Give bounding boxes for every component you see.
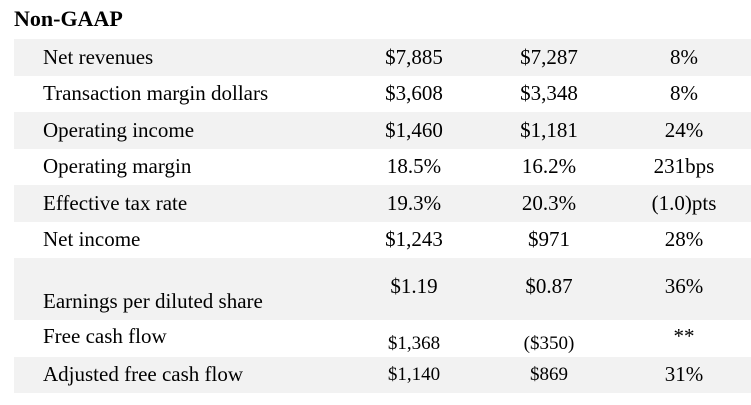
table-row-operating-income: Operating income $1,460 $1,181 24% bbox=[14, 112, 751, 149]
table-row-net-revenues: Net revenues $7,885 $7,287 8% bbox=[14, 39, 751, 76]
non-gaap-table: Net revenues $7,885 $7,287 8% Transactio… bbox=[14, 39, 751, 393]
table-row-free-cash-flow: Free cash flow $1,368 ($350) ** bbox=[14, 320, 751, 357]
change-value: 231bps bbox=[653, 154, 715, 179]
current-value: 19.3% bbox=[386, 190, 442, 215]
current-value: $1,140 bbox=[387, 363, 441, 385]
current-value: $7,885 bbox=[385, 44, 443, 69]
change-value: 36% bbox=[664, 274, 704, 298]
table-row-adjusted-free-cash-flow: Adjusted free cash flow $1,140 $869 31% bbox=[14, 356, 751, 393]
prior-value: 16.2% bbox=[521, 154, 577, 179]
current-value: $1,368 bbox=[387, 332, 441, 354]
row-label: Operating income bbox=[43, 117, 195, 142]
row-label: Net revenues bbox=[43, 44, 154, 69]
prior-value: $0.87 bbox=[525, 274, 573, 298]
prior-value: ($350) bbox=[523, 332, 575, 354]
prior-value: $3,348 bbox=[520, 81, 578, 106]
current-value: $3,608 bbox=[385, 81, 443, 106]
current-value: 18.5% bbox=[386, 154, 442, 179]
row-label: Adjusted free cash flow bbox=[43, 362, 244, 387]
table-row-transaction-margin: Transaction margin dollars $3,608 $3,348… bbox=[14, 76, 751, 113]
change-value: ** bbox=[673, 324, 695, 348]
table-row-operating-margin: Operating margin 18.5% 16.2% 231bps bbox=[14, 149, 751, 186]
section-title: Non-GAAP bbox=[14, 6, 123, 31]
row-label: Operating margin bbox=[43, 154, 192, 179]
row-label: Free cash flow bbox=[43, 324, 167, 348]
row-label: Effective tax rate bbox=[43, 190, 188, 215]
change-value: 24% bbox=[664, 117, 704, 142]
prior-value: $7,287 bbox=[520, 44, 578, 69]
table-row-effective-tax-rate: Effective tax rate 19.3% 20.3% (1.0)pts bbox=[14, 185, 751, 222]
row-label: Transaction margin dollars bbox=[43, 81, 269, 106]
change-value: 28% bbox=[664, 227, 704, 252]
current-value: $1,243 bbox=[385, 227, 443, 252]
prior-value: $869 bbox=[530, 363, 568, 385]
prior-value: $1,181 bbox=[520, 117, 578, 142]
table-row-eps: Earnings per diluted share $1.19 $0.87 3… bbox=[14, 258, 751, 320]
change-value: 31% bbox=[664, 362, 704, 387]
row-label: Earnings per diluted share bbox=[43, 289, 263, 313]
current-value: $1,460 bbox=[385, 117, 443, 142]
change-value: 8% bbox=[670, 44, 698, 69]
table-row-net-income: Net income $1,243 $971 28% bbox=[14, 222, 751, 259]
prior-value: 20.3% bbox=[521, 190, 577, 215]
change-value: (1.0)pts bbox=[651, 190, 717, 215]
prior-value: $971 bbox=[528, 227, 570, 252]
change-value: 8% bbox=[670, 81, 698, 106]
row-label: Net income bbox=[43, 227, 141, 252]
current-value: $1.19 bbox=[390, 274, 438, 298]
